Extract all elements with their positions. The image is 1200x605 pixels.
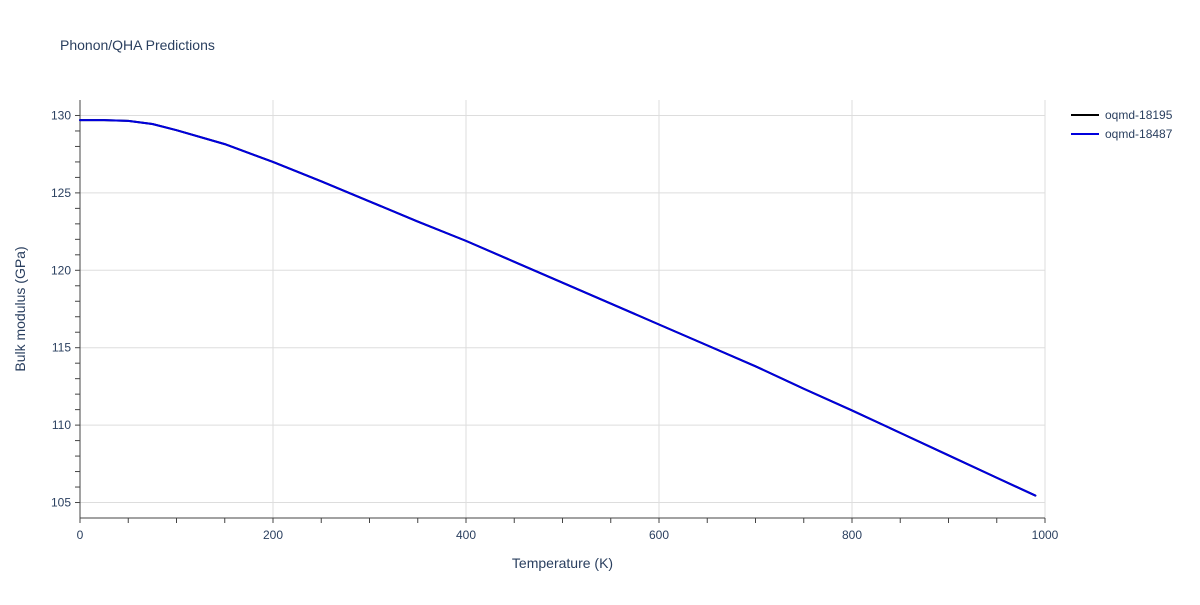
legend-item-oqmd-18195[interactable]: oqmd-18195 xyxy=(1071,108,1173,122)
x-tick-label: 200 xyxy=(263,528,283,542)
tick-labels-layer: 0 200 400 600 800 1000 105 110 115 120 125 130 xyxy=(51,108,1059,542)
y-tick-label: 110 xyxy=(52,418,71,432)
x-tick-label: 800 xyxy=(842,528,862,542)
y-tick-label: 115 xyxy=(52,341,71,355)
axes-layer xyxy=(75,100,1046,523)
y-tick-label: 105 xyxy=(51,496,71,510)
y-axis-title: Bulk modulus (GPa) xyxy=(12,246,28,371)
legend-label-oqmd-18195: oqmd-18195 xyxy=(1105,108,1173,122)
x-axis-title: Temperature (K) xyxy=(512,555,613,571)
series-line-oqmd-18487 xyxy=(79,119,1037,497)
series-layer xyxy=(79,119,1037,497)
x-tick-label: 0 xyxy=(77,528,84,542)
legend-item-oqmd-18487[interactable]: oqmd-18487 xyxy=(1071,127,1173,141)
legend[interactable]: oqmd-18195 oqmd-18487 xyxy=(1071,108,1173,141)
series-line-oqmd-18195 xyxy=(79,119,1037,497)
y-tick-label: 130 xyxy=(51,108,71,122)
grid-layer xyxy=(80,100,1046,518)
x-tick-label: 600 xyxy=(649,528,669,542)
y-tick-label: 120 xyxy=(51,263,71,277)
y-tick-label: 125 xyxy=(51,186,71,200)
x-tick-label: 1000 xyxy=(1032,528,1059,542)
legend-label-oqmd-18487: oqmd-18487 xyxy=(1105,127,1173,141)
x-tick-label: 400 xyxy=(456,528,476,542)
chart-title: Phonon/QHA Predictions xyxy=(60,37,215,53)
